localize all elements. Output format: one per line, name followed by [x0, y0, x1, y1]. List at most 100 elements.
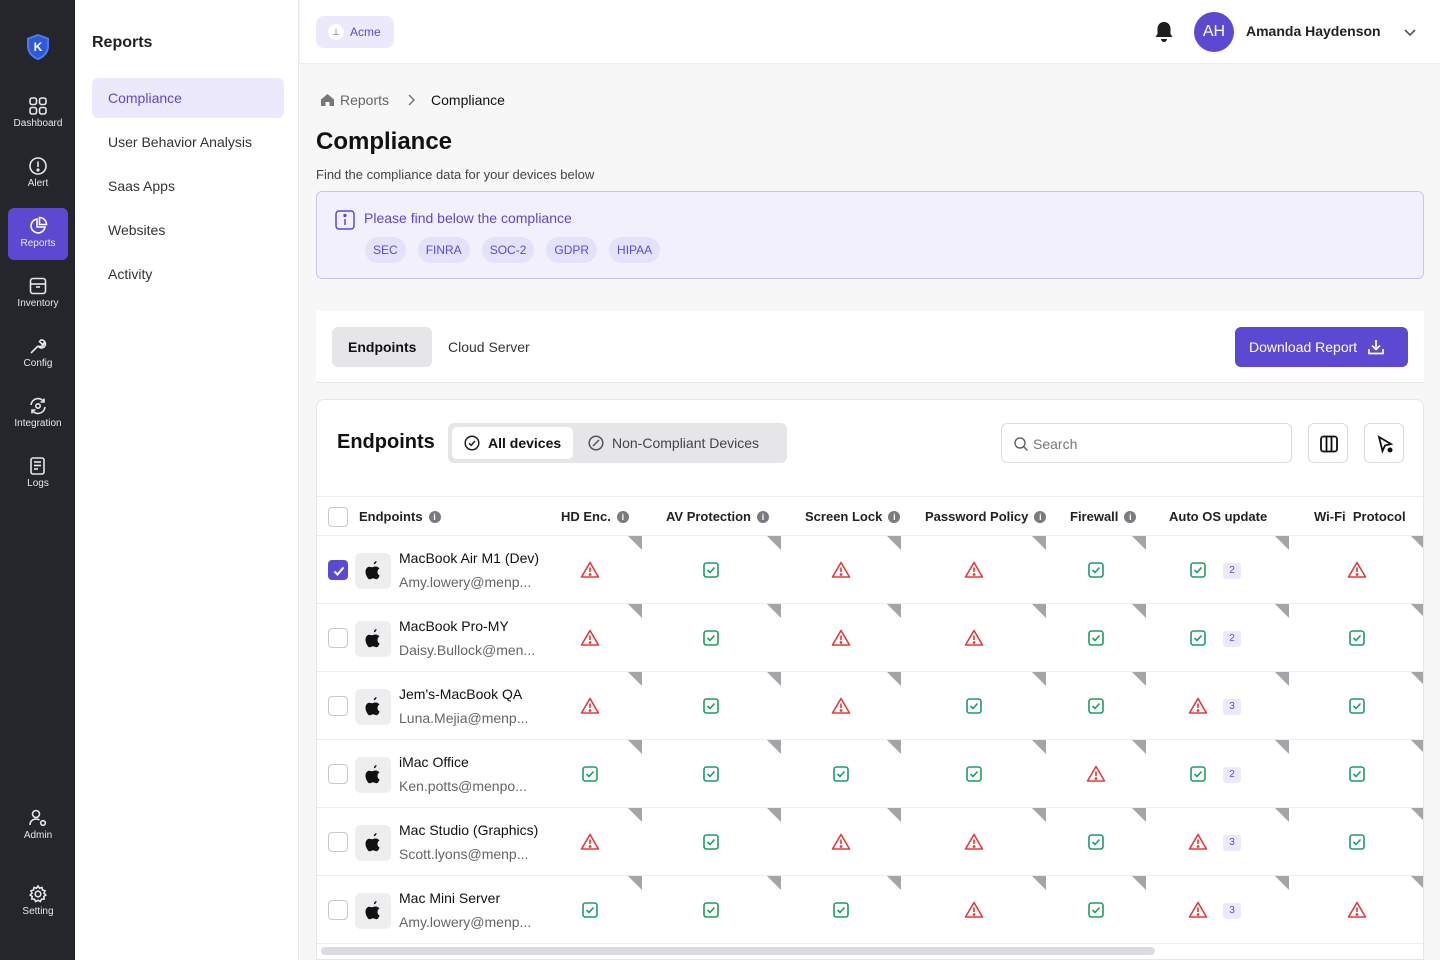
- device-name[interactable]: Jem's-MacBook QA: [399, 686, 523, 702]
- column-header-av-protection[interactable]: AV Protection i: [666, 509, 769, 524]
- rail-item-config[interactable]: Config: [8, 328, 68, 380]
- rail-item-logs[interactable]: Logs: [8, 448, 68, 500]
- row-checkbox[interactable]: [328, 696, 348, 716]
- breadcrumb-parent[interactable]: Reports: [340, 92, 390, 108]
- hd-enc-warning-triangle-icon[interactable]: [580, 832, 600, 852]
- hd-enc-warning-triangle-icon[interactable]: [580, 560, 600, 580]
- sidebar-item-activity[interactable]: Activity: [108, 266, 153, 282]
- wifi-protocol-warning-triangle-icon[interactable]: [1347, 900, 1367, 920]
- password-policy-warning-triangle-icon[interactable]: [964, 560, 984, 580]
- info-icon[interactable]: i: [757, 510, 769, 523]
- password-policy-warning-triangle-icon[interactable]: [964, 832, 984, 852]
- rail-item-dashboard[interactable]: Dashboard: [8, 88, 68, 140]
- export-button[interactable]: [1364, 423, 1404, 463]
- firewall-compliant-check-icon[interactable]: [1086, 832, 1106, 852]
- filter-all-devices[interactable]: All devices: [452, 427, 574, 459]
- table-row[interactable]: MacBook Pro-MY Daisy.Bullock@men... 2: [317, 604, 1423, 672]
- download-report-button[interactable]: Download Report: [1235, 327, 1408, 367]
- screen-lock-compliant-check-icon[interactable]: [831, 900, 851, 920]
- firewall-compliant-check-icon[interactable]: [1086, 560, 1106, 580]
- password-policy-compliant-check-icon[interactable]: [964, 696, 984, 716]
- table-row[interactable]: MacBook Air M1 (Dev) Amy.lowery@menp... 2: [317, 536, 1423, 604]
- column-header-hd-enc[interactable]: HD Enc. i: [561, 509, 629, 524]
- av-protection-compliant-check-icon[interactable]: [701, 764, 721, 784]
- auto-os-update-warning-triangle-icon[interactable]: [1188, 900, 1208, 920]
- info-icon[interactable]: i: [1124, 510, 1137, 523]
- firewall-compliant-check-icon[interactable]: [1086, 900, 1106, 920]
- av-protection-compliant-check-icon[interactable]: [701, 900, 721, 920]
- user-name[interactable]: Amanda Haydenson: [1246, 23, 1381, 39]
- row-checkbox[interactable]: [328, 560, 348, 580]
- filter-non-compliant[interactable]: Non-Compliant Devices: [576, 427, 771, 459]
- av-protection-compliant-check-icon[interactable]: [701, 696, 721, 716]
- search-input[interactable]: [1033, 433, 1273, 455]
- wifi-protocol-compliant-check-icon[interactable]: [1347, 764, 1367, 784]
- hd-enc-warning-triangle-icon[interactable]: [580, 696, 600, 716]
- password-policy-compliant-check-icon[interactable]: [964, 764, 984, 784]
- hd-enc-warning-triangle-icon[interactable]: [580, 628, 600, 648]
- row-checkbox[interactable]: [328, 900, 348, 920]
- info-icon[interactable]: i: [1034, 510, 1047, 523]
- password-policy-warning-triangle-icon[interactable]: [964, 628, 984, 648]
- columns-button[interactable]: [1308, 423, 1348, 463]
- hd-enc-compliant-check-icon[interactable]: [580, 764, 600, 784]
- row-checkbox[interactable]: [328, 764, 348, 784]
- chip-finra[interactable]: FINRA: [417, 237, 470, 263]
- auto-os-update-compliant-check-icon[interactable]: [1188, 560, 1208, 580]
- hd-enc-compliant-check-icon[interactable]: [580, 900, 600, 920]
- firewall-compliant-check-icon[interactable]: [1086, 696, 1106, 716]
- notification-bell-icon[interactable]: [1153, 20, 1175, 44]
- select-all-checkbox[interactable]: [328, 507, 348, 527]
- table-row[interactable]: Mac Studio (Graphics) Scott.lyons@menp...…: [317, 808, 1423, 876]
- avatar[interactable]: AH: [1194, 12, 1234, 52]
- info-icon[interactable]: i: [888, 510, 901, 523]
- chip-gdpr[interactable]: GDPR: [546, 237, 598, 263]
- wifi-protocol-compliant-check-icon[interactable]: [1347, 696, 1367, 716]
- horizontal-scrollbar[interactable]: [321, 947, 1155, 955]
- wifi-protocol-compliant-check-icon[interactable]: [1347, 832, 1367, 852]
- chip-soc-2[interactable]: SOC-2: [481, 237, 535, 263]
- org-switcher[interactable]: ⊥ Acme: [316, 16, 394, 48]
- screen-lock-warning-triangle-icon[interactable]: [831, 832, 851, 852]
- sidebar-item-saas-apps[interactable]: Saas Apps: [108, 178, 175, 194]
- auto-os-update-warning-triangle-icon[interactable]: [1188, 696, 1208, 716]
- info-icon[interactable]: i: [616, 510, 629, 523]
- column-header-screen-lock[interactable]: Screen Lock i: [805, 509, 901, 524]
- av-protection-compliant-check-icon[interactable]: [701, 628, 721, 648]
- auto-os-update-compliant-check-icon[interactable]: [1188, 628, 1208, 648]
- rail-item-integration[interactable]: Integration: [8, 388, 68, 440]
- table-row[interactable]: iMac Office Ken.potts@menpo... 2: [317, 740, 1423, 808]
- chevron-down-icon[interactable]: [1402, 24, 1418, 40]
- device-name[interactable]: MacBook Pro-MY: [399, 618, 509, 634]
- firewall-warning-triangle-icon[interactable]: [1086, 764, 1106, 784]
- chip-hipaa[interactable]: HIPAA: [609, 237, 661, 263]
- column-header-auto-os-update[interactable]: Auto OS update: [1169, 509, 1267, 524]
- column-header-wifi-protocol[interactable]: Wi-Fi Protocol: [1314, 509, 1406, 524]
- device-name[interactable]: Mac Mini Server: [399, 890, 501, 906]
- row-checkbox[interactable]: [328, 832, 348, 852]
- tab-endpoints[interactable]: Endpoints: [332, 327, 433, 367]
- column-header-endpoints[interactable]: Endpoints i: [359, 509, 441, 524]
- wifi-protocol-warning-triangle-icon[interactable]: [1347, 560, 1367, 580]
- sidebar-item-compliance[interactable]: Compliance: [92, 78, 284, 118]
- screen-lock-warning-triangle-icon[interactable]: [831, 628, 851, 648]
- info-icon[interactable]: i: [428, 510, 441, 523]
- screen-lock-warning-triangle-icon[interactable]: [831, 696, 851, 716]
- table-row[interactable]: Jem's-MacBook QA Luna.Mejia@menp... 3: [317, 672, 1423, 740]
- av-protection-compliant-check-icon[interactable]: [701, 560, 721, 580]
- rail-item-inventory[interactable]: Inventory: [8, 268, 68, 320]
- chip-sec[interactable]: SEC: [365, 237, 406, 263]
- firewall-compliant-check-icon[interactable]: [1086, 628, 1106, 648]
- password-policy-warning-triangle-icon[interactable]: [964, 900, 984, 920]
- device-name[interactable]: Mac Studio (Graphics): [399, 822, 539, 838]
- sidebar-item-websites[interactable]: Websites: [108, 222, 166, 238]
- device-name[interactable]: iMac Office: [399, 754, 469, 770]
- wifi-protocol-compliant-check-icon[interactable]: [1347, 628, 1367, 648]
- screen-lock-compliant-check-icon[interactable]: [831, 764, 851, 784]
- av-protection-compliant-check-icon[interactable]: [701, 832, 721, 852]
- rail-item-admin[interactable]: Admin: [8, 800, 68, 852]
- auto-os-update-compliant-check-icon[interactable]: [1188, 764, 1208, 784]
- sidebar-item-user-behavior-analysis[interactable]: User Behavior Analysis: [108, 134, 252, 150]
- screen-lock-warning-triangle-icon[interactable]: [831, 560, 851, 580]
- rail-item-reports[interactable]: Reports: [8, 208, 68, 260]
